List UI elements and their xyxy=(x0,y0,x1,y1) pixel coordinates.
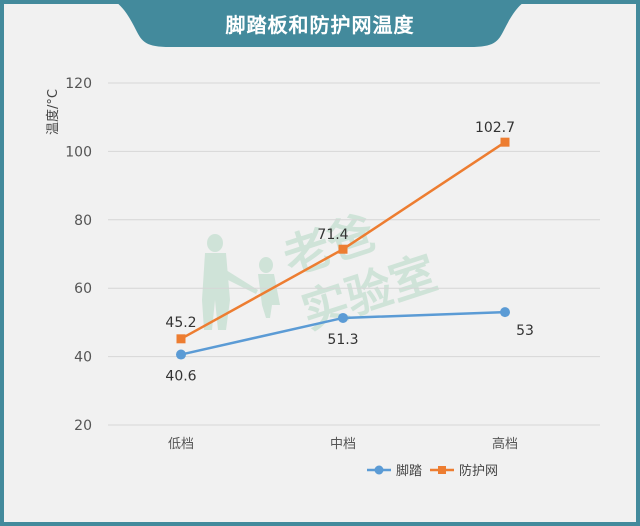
y-axis-ticks: 20 40 60 80 100 120 xyxy=(65,76,92,434)
svg-text:80: 80 xyxy=(74,213,92,229)
svg-text:100: 100 xyxy=(65,144,92,160)
chart-title: 脚踏板和防护网温度 xyxy=(225,13,415,37)
svg-text:低档: 低档 xyxy=(168,437,194,452)
gridlines xyxy=(108,82,600,426)
svg-text:中档: 中档 xyxy=(330,437,356,452)
legend: 脚踏 防护网 xyxy=(367,463,498,479)
svg-text:60: 60 xyxy=(74,281,92,297)
svg-text:71.4: 71.4 xyxy=(317,227,348,243)
series-lines: 40.6 51.3 53 45.2 71.4 102.7 xyxy=(165,120,534,384)
x-axis-ticks: 低档 中档 高档 xyxy=(168,436,518,452)
svg-text:高档: 高档 xyxy=(492,436,518,452)
svg-text:45.2: 45.2 xyxy=(165,315,196,331)
svg-text:40.6: 40.6 xyxy=(165,369,196,385)
svg-text:脚踏: 脚踏 xyxy=(396,463,422,479)
svg-text:20: 20 xyxy=(74,418,92,434)
svg-text:51.3: 51.3 xyxy=(327,332,358,348)
svg-text:102.7: 102.7 xyxy=(475,120,515,136)
svg-text:120: 120 xyxy=(65,76,92,92)
svg-text:53: 53 xyxy=(516,323,534,339)
svg-text:40: 40 xyxy=(74,350,92,366)
title-tab xyxy=(100,0,540,47)
y-axis-label: 温度/°C xyxy=(45,89,61,135)
svg-text:防护网: 防护网 xyxy=(459,463,498,479)
